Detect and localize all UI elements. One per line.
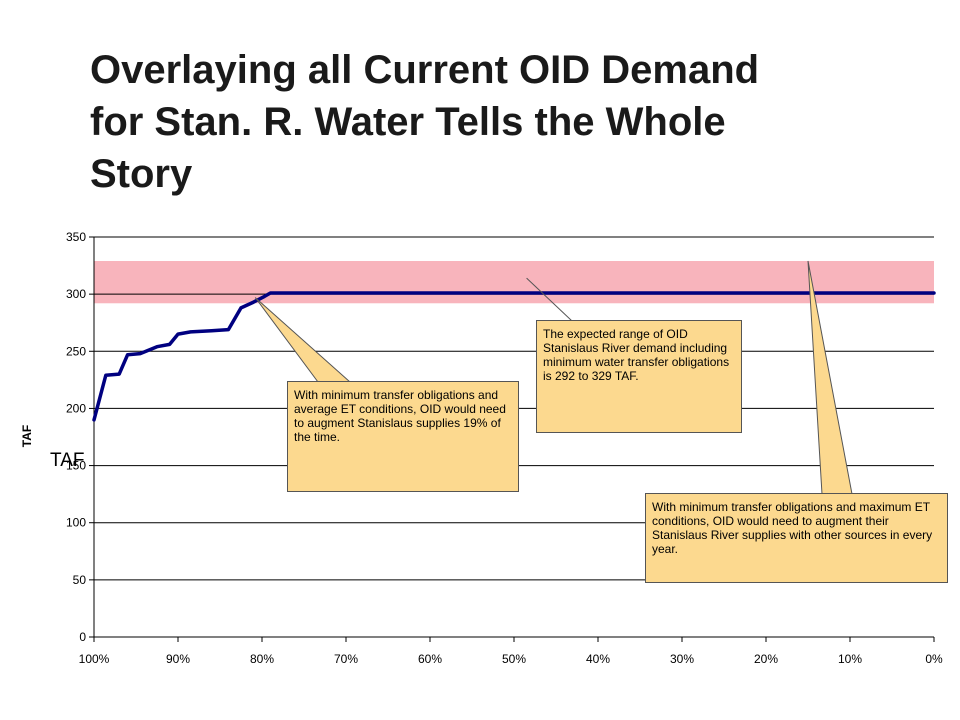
x-tick-label: 50% <box>502 652 526 666</box>
y-tick-label: 150 <box>66 459 86 473</box>
title-line-2: for Stan. R. Water Tells the Whole <box>90 100 726 144</box>
title-line-1: Overlaying all Current OID Demand <box>90 48 760 92</box>
y-tick-label: 100 <box>66 516 86 530</box>
callout-expected-range-text: The expected range of OID Stanislaus Riv… <box>543 327 730 383</box>
y-tick-label: 350 <box>66 230 86 244</box>
x-tick-label: 0% <box>925 652 943 666</box>
y-axis-label: TAF <box>20 425 34 447</box>
callout-maximum-et: With minimum transfer obligations and ma… <box>645 493 948 583</box>
y-tick-label: 50 <box>73 573 87 587</box>
overlay-axis-label: TAF <box>50 450 85 471</box>
y-tick-label: 300 <box>66 287 86 301</box>
x-tick-label: 60% <box>418 652 442 666</box>
x-tick-label: 80% <box>250 652 274 666</box>
y-tick-label: 250 <box>66 344 86 358</box>
callout-average-et: With minimum transfer obligations and av… <box>287 381 519 492</box>
demand-range-band <box>94 261 934 304</box>
demand-line <box>92 291 936 422</box>
x-tick-label: 20% <box>754 652 778 666</box>
y-tick-label: 0 <box>79 630 86 644</box>
slide-title: Overlaying all Current OID Demand for St… <box>90 44 930 200</box>
x-tick-label: 30% <box>670 652 694 666</box>
x-tick-label: 100% <box>79 652 110 666</box>
title-line-3: Story <box>90 152 193 196</box>
callout-average-et-pointer <box>254 297 352 383</box>
x-tick-label: 10% <box>838 652 862 666</box>
x-tick-label: 70% <box>334 652 358 666</box>
callout-expected-range-pointer <box>526 277 573 322</box>
callout-expected-range: The expected range of OID Stanislaus Riv… <box>536 320 742 433</box>
x-tick-label: 40% <box>586 652 610 666</box>
y-tick-label: 200 <box>66 401 86 415</box>
callout-average-et-text: With minimum transfer obligations and av… <box>294 388 506 444</box>
x-tick-label: 90% <box>166 652 190 666</box>
callout-maximum-et-text: With minimum transfer obligations and ma… <box>652 500 933 556</box>
